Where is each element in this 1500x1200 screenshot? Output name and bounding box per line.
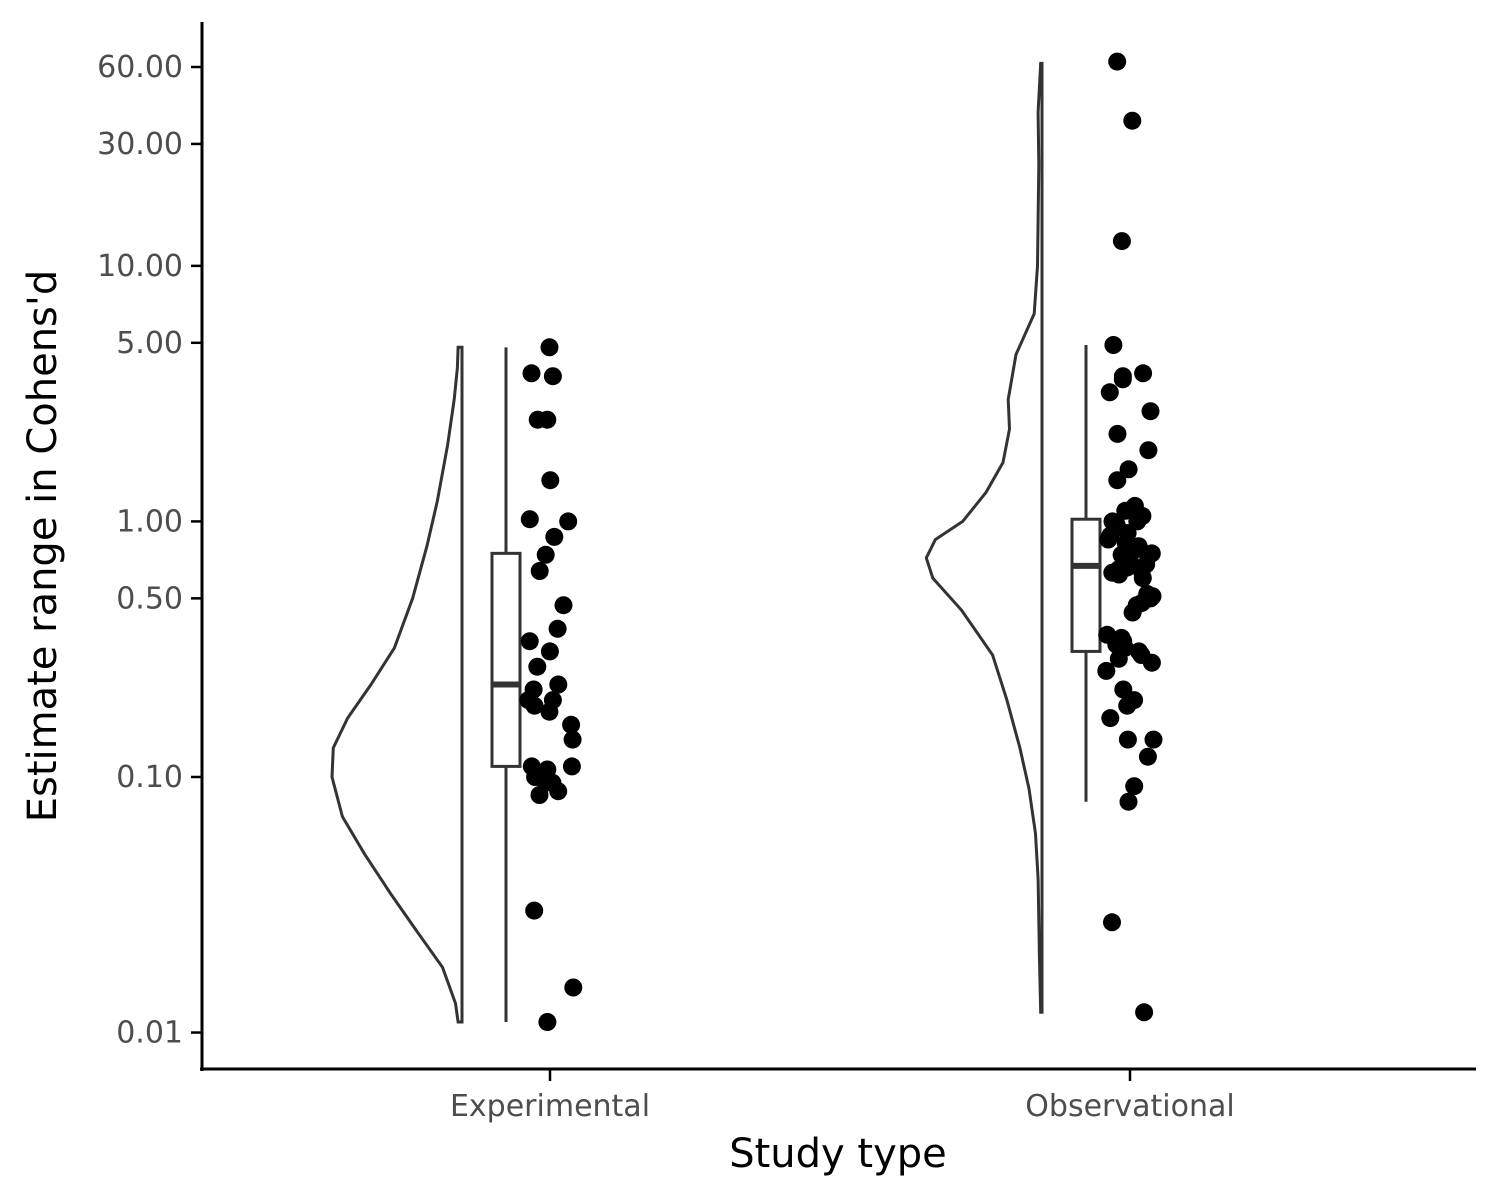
data-point [1119, 792, 1138, 811]
data-point [520, 632, 539, 651]
data-point [1101, 709, 1120, 728]
box-experimental [490, 551, 522, 768]
data-point [1110, 565, 1128, 584]
x-axis-title: Study type [729, 1131, 947, 1177]
box-observational [1070, 517, 1102, 653]
y-tick-label: 5.00 [116, 326, 183, 361]
data-point [1103, 913, 1121, 932]
data-point [1134, 364, 1153, 383]
data-point [520, 510, 539, 529]
data-point [538, 1013, 557, 1031]
data-point [525, 901, 544, 920]
data-point [1112, 232, 1131, 251]
y-tick-label: 30.00 [97, 127, 183, 162]
data-point [554, 596, 573, 615]
data-point [1100, 383, 1119, 402]
data-point [522, 364, 541, 383]
data-point [530, 786, 549, 804]
y-axis-ticks: 0.01 0.10 0.50 1.00 5.00 10.00 30.00 60.00 [97, 50, 202, 1051]
data-point [559, 512, 578, 531]
group-experimental [330, 338, 583, 1031]
data-point [536, 545, 555, 564]
data-point [1113, 370, 1132, 389]
data-point [562, 757, 581, 776]
data-point [1135, 1003, 1154, 1022]
y-tick-label: 0.10 [116, 760, 183, 795]
data-point [549, 675, 568, 694]
data-point [1109, 649, 1128, 668]
violin-observational [924, 61, 1044, 1014]
x-tick-label: Experimental [450, 1089, 650, 1124]
data-point [540, 338, 559, 357]
data-point [1097, 661, 1116, 680]
data-point [1142, 653, 1161, 672]
data-point [545, 527, 564, 546]
data-point [1123, 603, 1142, 622]
data-point [1119, 460, 1138, 479]
data-point [1144, 730, 1163, 749]
data-point [1104, 336, 1123, 354]
data-point [540, 702, 559, 721]
data-point [1118, 696, 1137, 715]
data-point [1139, 441, 1158, 460]
y-tick-label: 10.00 [97, 249, 183, 284]
data-point [528, 657, 547, 676]
y-tick-label: 0.01 [116, 1016, 183, 1051]
data-point [1118, 730, 1137, 749]
y-axis-title: Estimate range in Cohens'd [20, 270, 66, 823]
data-point [530, 562, 549, 580]
group-observational [924, 52, 1163, 1022]
data-point [538, 410, 557, 429]
y-tick-label: 1.00 [116, 504, 183, 539]
data-point [549, 782, 568, 801]
y-tick-label: 0.50 [116, 581, 183, 616]
data-point [1138, 747, 1157, 766]
y-tick-label: 60.00 [97, 50, 183, 85]
plot-area [330, 52, 1163, 1031]
data-point [548, 619, 567, 638]
data-point [1108, 52, 1127, 71]
data-point [541, 471, 560, 490]
data-point [1133, 569, 1152, 588]
data-point [1125, 777, 1144, 796]
violin-experimental [330, 345, 464, 1024]
data-point [543, 367, 562, 386]
data-point [1123, 111, 1142, 130]
data-point [563, 730, 582, 749]
data-point [1099, 530, 1118, 549]
x-tick-label: Observational [1025, 1089, 1234, 1124]
x-axis-ticks: Experimental Observational [450, 1069, 1235, 1124]
data-point [540, 642, 559, 661]
data-point [1108, 424, 1127, 443]
data-point [562, 715, 581, 734]
data-point [519, 691, 538, 710]
data-point [1108, 471, 1127, 490]
data-point [1141, 402, 1160, 421]
data-point [564, 978, 583, 997]
data-point [1116, 501, 1135, 520]
